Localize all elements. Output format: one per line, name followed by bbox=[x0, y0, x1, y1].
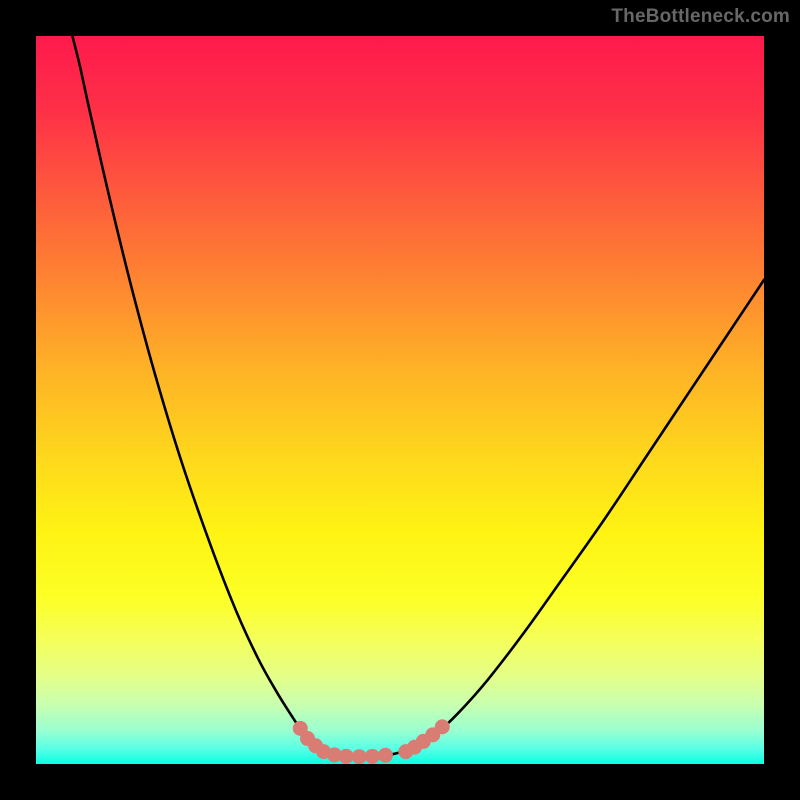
stage: TheBottleneck.com bbox=[0, 0, 800, 800]
watermark-text: TheBottleneck.com bbox=[611, 6, 790, 28]
data-dot bbox=[352, 749, 367, 764]
data-dot bbox=[365, 749, 380, 764]
data-dot bbox=[378, 748, 393, 763]
plot-area bbox=[36, 36, 764, 764]
dots-layer bbox=[36, 36, 764, 764]
data-dot bbox=[339, 749, 354, 764]
data-dot bbox=[435, 719, 450, 734]
